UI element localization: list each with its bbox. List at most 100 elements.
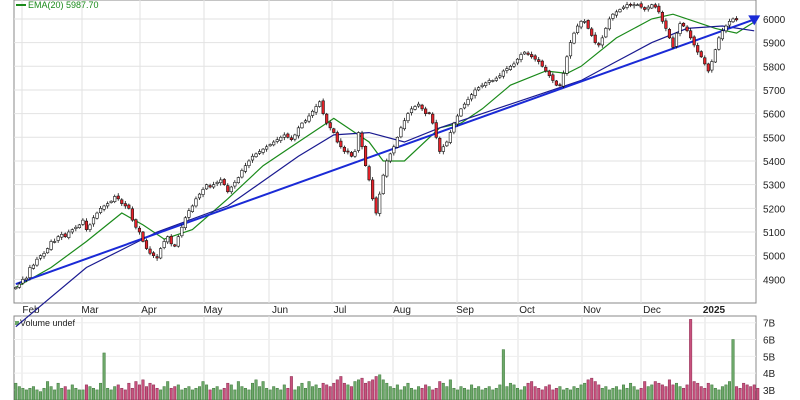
candle-body: [67, 231, 71, 238]
volume-bar: [498, 384, 502, 400]
candle-body: [109, 200, 113, 203]
candle-body: [713, 49, 717, 63]
candle-body: [522, 51, 527, 55]
x-tick-label-dec: Dec: [643, 305, 661, 316]
volume-bar: [703, 387, 707, 400]
volume-bar: [102, 352, 106, 400]
candle-body: [130, 208, 134, 221]
y-tick-label-5800: 5800: [763, 62, 786, 73]
volume-bar: [607, 389, 611, 400]
volume-bar: [505, 386, 509, 400]
volume-bar: [198, 386, 201, 400]
volume-bar: [410, 387, 413, 400]
volume-bar: [318, 387, 322, 400]
candle-body: [621, 6, 626, 9]
candle-body: [28, 267, 32, 278]
candle-body: [731, 18, 735, 23]
volume-bar: [650, 384, 654, 400]
volume-bar: [282, 384, 286, 400]
candle-body: [664, 20, 668, 29]
candle-body: [671, 37, 675, 48]
volume-bar: [42, 387, 46, 400]
candle-body: [600, 37, 604, 46]
candle-body: [530, 54, 534, 58]
candle-body: [505, 68, 509, 71]
volume-bar: [512, 384, 516, 400]
candle-body: [660, 12, 664, 22]
y-tick-label-6000: 6000: [763, 15, 786, 26]
x-tick-label-feb: Feb: [22, 305, 40, 316]
candle-body: [289, 137, 293, 140]
volume-bar: [682, 387, 686, 400]
candle-body: [547, 70, 551, 77]
y-tick-label-5500: 5500: [763, 133, 786, 144]
candle-body: [487, 80, 491, 83]
candle-body: [420, 104, 424, 110]
volume-bar: [152, 384, 156, 400]
candle-body: [699, 51, 703, 58]
volume-bar: [275, 387, 279, 400]
volume-bar: [378, 374, 382, 400]
trendline-arrow-icon: [748, 15, 761, 26]
candle-body: [243, 165, 248, 172]
candle-body: [572, 32, 576, 44]
volume-bar: [173, 386, 177, 400]
candle-body: [579, 21, 583, 28]
x-tick-label-aug: Aug: [393, 305, 411, 316]
candle-body: [558, 84, 562, 87]
candle-body: [314, 106, 318, 113]
x-tick-label-sep: Sep: [456, 305, 474, 316]
volume-bar: [35, 389, 39, 400]
candle-body: [77, 224, 81, 229]
candle-body: [689, 30, 693, 39]
volume-bar: [24, 389, 28, 400]
volume-bar: [441, 382, 445, 400]
candle-body: [469, 94, 474, 100]
candle-body: [681, 22, 686, 27]
volume-bar: [636, 389, 640, 400]
volume-bar: [14, 382, 18, 400]
candle-body: [247, 160, 251, 167]
candle-body: [565, 56, 569, 74]
candle-body: [14, 287, 18, 290]
candle-body: [268, 144, 272, 147]
volume-bar: [141, 379, 145, 400]
candle-body: [240, 170, 244, 178]
volume-bar: [360, 377, 364, 400]
candle-body: [515, 58, 520, 64]
candle-body: [388, 153, 392, 162]
volume-bar: [572, 386, 576, 400]
volume-bar: [537, 387, 541, 400]
candle-body: [141, 231, 145, 242]
volume-bar: [579, 384, 583, 400]
candle-body: [176, 236, 180, 247]
candle-body: [98, 208, 103, 213]
candle-body: [31, 264, 36, 269]
candle-body: [597, 43, 601, 46]
candle-body: [632, 4, 636, 7]
volume-bar: [756, 387, 760, 400]
volume-bar: [162, 386, 166, 400]
volume-bar: [388, 386, 392, 400]
candle-body: [265, 146, 269, 150]
candle-body: [212, 184, 216, 188]
volume-bar: [339, 376, 343, 400]
volume-bar: [201, 381, 205, 400]
candle-body: [187, 210, 191, 218]
candle-body: [173, 244, 177, 247]
volume-bar: [470, 384, 474, 400]
candle-body: [45, 248, 50, 254]
candle-body: [501, 70, 505, 77]
volume-bar: [166, 381, 170, 400]
candle-body: [356, 132, 361, 151]
volume-bar: [371, 379, 375, 400]
volume-bar: [279, 389, 283, 400]
volume-bar: [533, 386, 537, 400]
volume-bar: [742, 382, 746, 400]
volume-bar: [159, 389, 163, 400]
candle-body: [272, 141, 276, 146]
candle-body: [445, 141, 449, 147]
x-tick-label-mar: Mar: [81, 305, 99, 316]
volume-bar: [402, 386, 406, 400]
candle-body: [204, 184, 209, 190]
